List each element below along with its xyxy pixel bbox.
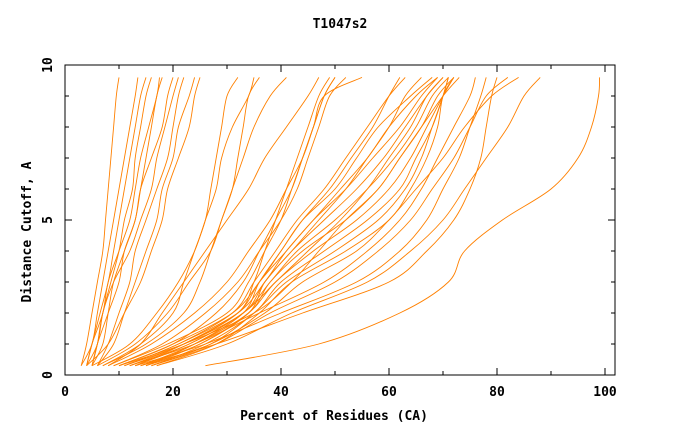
series-line-34 [135,77,487,367]
series-line-0 [80,77,120,366]
y-tick-labels: 0 5 10 [41,57,56,379]
series-line-7 [91,77,179,366]
y-tick-label: 0 [41,371,56,379]
series-line-25 [151,77,449,367]
series-line-6 [91,77,174,366]
series-line-29 [140,77,422,367]
series-line-15 [107,77,320,367]
series-line-33 [129,77,476,367]
series-line-28 [124,77,406,367]
axis-ticks [64,64,615,376]
series-line-14 [102,77,287,367]
series-line-1 [80,77,139,366]
x-axis-label: Percent of Residues (CA) [240,409,428,424]
x-tick-labels: 0 20 40 60 80 100 [61,385,617,400]
series-line-8 [96,77,185,366]
x-tick-label: 60 [381,385,397,400]
series-line-40 [113,77,336,367]
series-line-23 [140,77,455,367]
x-tick-label: 20 [165,385,181,400]
series-line-39 [118,77,460,367]
y-tick-label: 5 [41,216,56,224]
series-line-20 [124,77,438,367]
y-axis-label: Distance Cutoff, A [20,161,35,302]
series-line-36 [151,77,509,367]
series-line-38 [156,77,541,367]
series-line-37 [145,77,519,367]
series-line-9 [97,77,196,366]
series-line-26 [129,77,444,367]
series-line-42 [205,77,601,367]
series-line-41 [124,77,330,367]
series-line-5 [91,77,163,366]
series-lines [80,76,601,367]
series-line-13 [102,77,239,367]
series-line-2 [86,77,147,366]
x-tick-label: 0 [61,385,69,400]
x-tick-label: 80 [489,385,505,400]
series-line-4 [86,77,160,366]
series-line-21 [129,77,444,367]
x-tick-label: 100 [593,385,617,400]
x-tick-label: 40 [273,385,289,400]
series-line-31 [151,77,449,367]
y-tick-label: 10 [41,57,56,73]
series-line-30 [145,77,401,367]
chart-title: T1047s2 [313,17,368,32]
series-line-10 [86,77,201,367]
series-line-24 [145,77,455,367]
